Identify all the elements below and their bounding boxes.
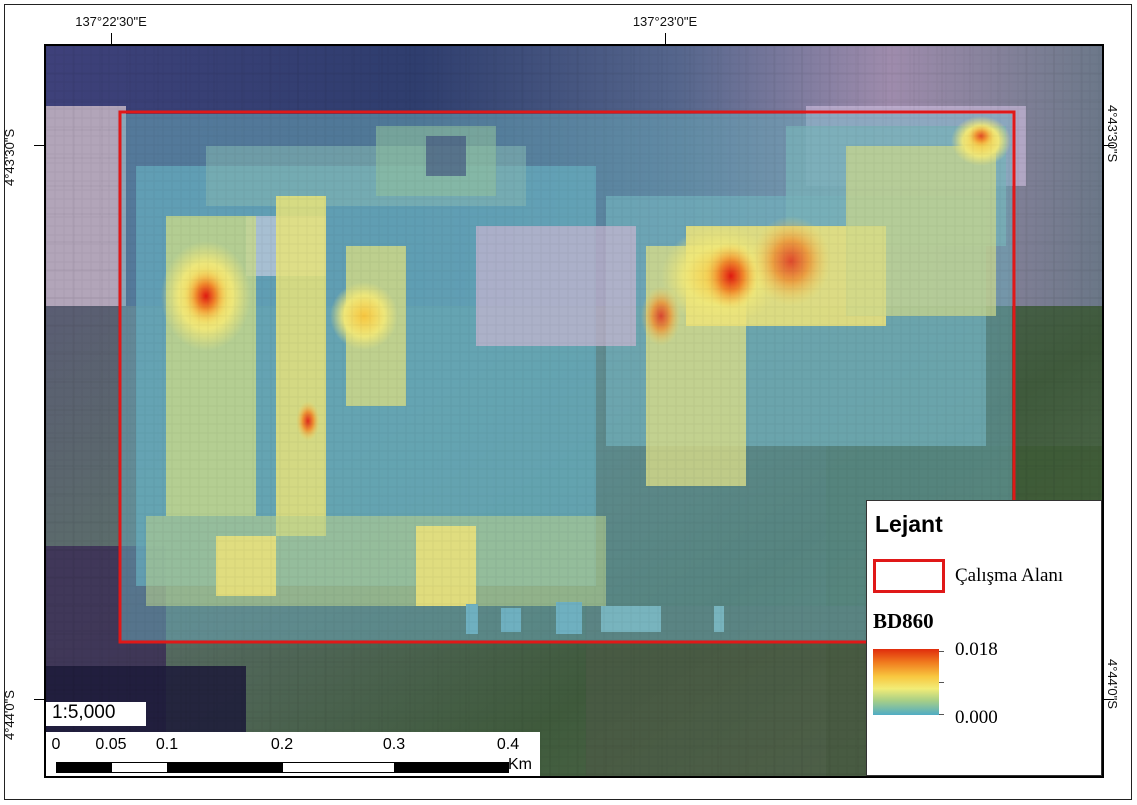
- top-coord-tick-2: [665, 33, 666, 44]
- scale-segment-4: [282, 762, 395, 773]
- scale-tick-03: 0.3: [382, 736, 406, 753]
- right-coord-tick-1: [1104, 145, 1114, 146]
- left-coord-tick-2: [34, 699, 44, 700]
- ramp-tick-top: [939, 651, 944, 652]
- map-canvas[interactable]: [44, 44, 1104, 778]
- right-coord-label-2: 4°44'0"S: [1105, 659, 1120, 709]
- scale-tick-005: 0.05: [95, 736, 127, 753]
- study-area-boundary: [118, 110, 1016, 644]
- scale-ratio: 1:5,000: [52, 702, 116, 723]
- top-coord-label-1: 137°22'30"E: [75, 14, 147, 29]
- scale-tick-01: 0.1: [155, 736, 179, 753]
- scale-tick-02: 0.2: [270, 736, 294, 753]
- left-coord-tick-1: [34, 145, 44, 146]
- scale-segment-5: [394, 762, 509, 773]
- bd860-color-ramp: [873, 649, 939, 715]
- top-coord-tick-1: [111, 33, 112, 44]
- study-area-swatch: [873, 559, 945, 593]
- scale-tick-04: 0.4: [496, 736, 520, 753]
- legend-layer-name: BD860: [873, 609, 934, 633]
- legend-title: Lejant: [875, 511, 943, 537]
- scale-unit: Km: [508, 756, 532, 773]
- right-coord-label-1: 4°43'30"S: [1105, 105, 1120, 163]
- scale-segment-3: [167, 762, 283, 773]
- scale-segment-2: [111, 762, 168, 773]
- top-coord-label-2: 137°23'0"E: [632, 14, 698, 29]
- left-coord-label-2: 4°44'0"S: [2, 690, 17, 740]
- ramp-tick-bottom: [939, 714, 944, 715]
- scale-tick-0: 0: [51, 736, 61, 753]
- left-coord-label-1: 4°43'30"S: [2, 128, 17, 186]
- legend-max-value: 0.018: [955, 639, 998, 660]
- satellite-basemap: [46, 46, 1102, 776]
- legend-min-value: 0.000: [955, 707, 998, 728]
- study-area-label: Çalışma Alanı: [955, 565, 1064, 586]
- legend-panel: Lejant Çalışma Alanı BD860 0.018 0.000: [866, 500, 1102, 776]
- right-coord-tick-2: [1104, 699, 1114, 700]
- scale-segment-1: [56, 762, 112, 773]
- ramp-tick-mid: [939, 682, 944, 683]
- scale-text-background: [46, 702, 146, 726]
